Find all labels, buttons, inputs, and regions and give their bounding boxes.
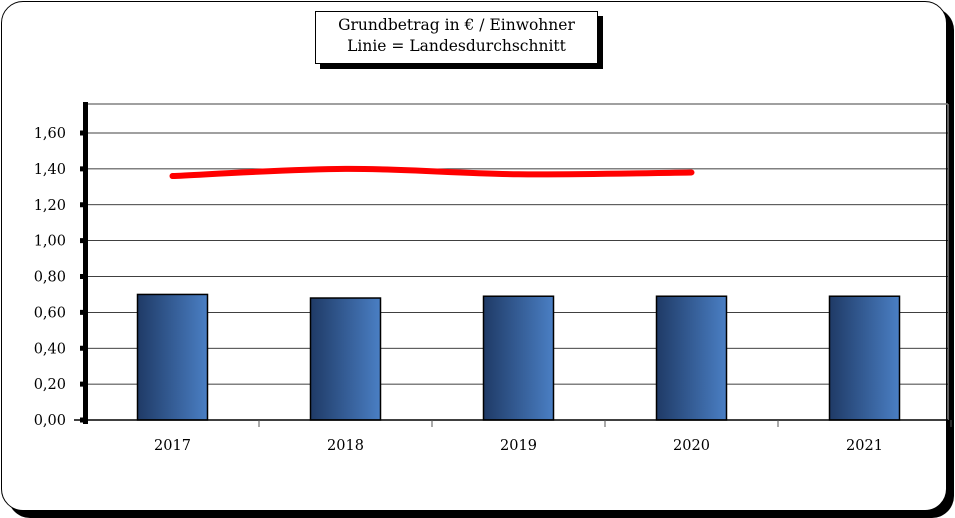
average-line [169, 165, 695, 180]
bars [136, 293, 901, 421]
chart-title: Grundbetrag in € / Einwohner [338, 16, 575, 34]
y-tick-label: 1,60 [34, 126, 66, 142]
x-tick-label-2020: 2020 [673, 438, 710, 454]
bar-2018 [309, 297, 382, 421]
axes [74, 102, 952, 427]
bar-2019 [482, 295, 555, 421]
y-tick-label: 1,40 [34, 162, 66, 178]
chart-frame [1, 1, 947, 511]
x-tick-label-2019: 2019 [500, 438, 537, 454]
chart-subtitle: Linie = Landesdurchschnitt [347, 37, 566, 55]
bar-2017 [136, 293, 209, 421]
y-tick-label: 0,00 [34, 413, 66, 429]
bar-2021 [828, 295, 901, 421]
tick-labels: 0,00 0,20 0,40 0,60 0,80 1,00 1,20 1,40 1,60 2017… [34, 126, 883, 454]
bar-2020 [655, 295, 728, 421]
x-tick-label-2017: 2017 [154, 438, 191, 454]
y-tick-label: 0,40 [34, 341, 66, 357]
y-tick-label: 0,80 [34, 270, 66, 286]
y-tick-label: 1,00 [34, 234, 66, 250]
x-tick-label-2021: 2021 [846, 438, 883, 454]
y-axis [83, 102, 88, 424]
y-tick-label: 1,20 [34, 198, 66, 214]
y-tick-label: 0,60 [34, 305, 66, 321]
chart-title-box: Grundbetrag in € / Einwohner Linie = Lan… [315, 11, 598, 64]
average-line-group [169, 165, 695, 180]
x-tick-label-2018: 2018 [327, 438, 364, 454]
y-tick-label: 0,20 [34, 377, 66, 393]
